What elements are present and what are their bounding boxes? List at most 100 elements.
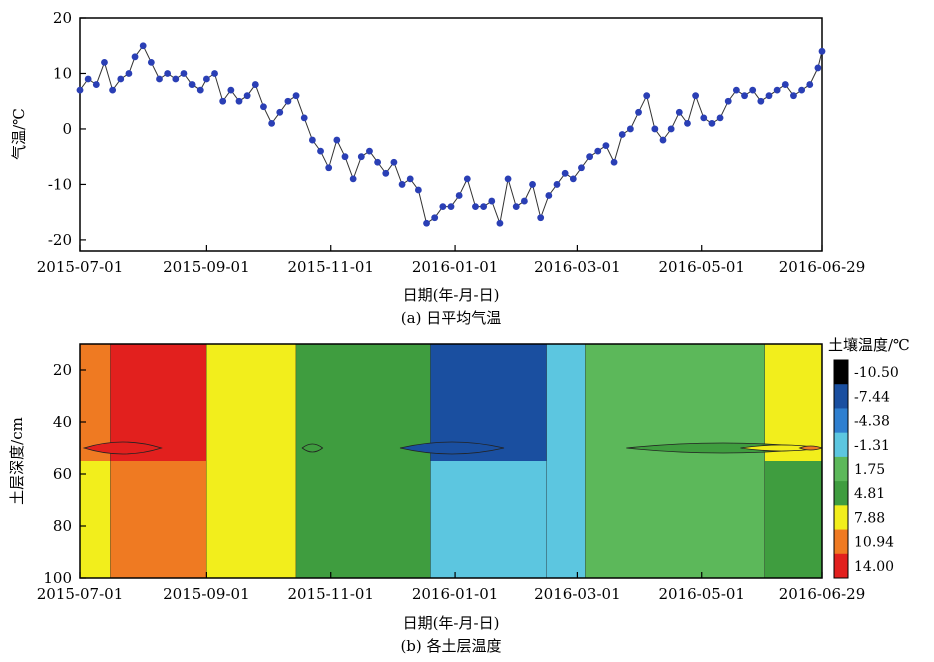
soil-temperature-contours xyxy=(80,344,822,578)
air-temperature-point xyxy=(488,197,496,205)
air-temperature-point xyxy=(732,86,740,94)
air-temperature-point xyxy=(101,58,108,66)
air-temperature-point xyxy=(684,120,691,127)
air-temperature-point xyxy=(276,108,284,116)
air-temperature-point xyxy=(84,75,92,83)
air-temperature-point xyxy=(463,175,471,183)
colorbar-swatch xyxy=(834,481,848,506)
air-temperature-point xyxy=(125,70,133,77)
air-temperature-point xyxy=(700,114,708,122)
colorbar-label: 1.75 xyxy=(854,462,885,478)
air-temperature-point xyxy=(626,125,634,133)
air-temperature-point xyxy=(109,86,117,94)
contour-region xyxy=(585,461,766,578)
air-temperature-point xyxy=(251,81,259,88)
air-temperature-point xyxy=(480,203,488,211)
air-temperature-point xyxy=(586,153,594,161)
y-tick-label-b: 80 xyxy=(53,517,72,535)
colorbar-swatch xyxy=(834,360,848,385)
air-temperature-point xyxy=(188,81,196,88)
x-tick-label-b: 2016-03-01 xyxy=(534,585,620,603)
air-temperature-point xyxy=(537,214,545,222)
air-temperature-point xyxy=(235,97,243,105)
air-temperature-point xyxy=(602,142,610,149)
air-temperature-point xyxy=(196,86,204,94)
colorbar-label: 7.88 xyxy=(854,510,885,526)
contour-region xyxy=(585,344,766,461)
air-temperature-point xyxy=(92,81,100,88)
air-temperature-point xyxy=(374,158,382,166)
air-temperature-point xyxy=(496,219,504,227)
air-temperature-point xyxy=(520,197,528,205)
x-tick-label-b: 2016-01-01 xyxy=(412,585,498,603)
air-temperature-point xyxy=(333,136,341,144)
x-tick-label-a: 2015-09-01 xyxy=(163,258,249,276)
x-tick-label-b: 2015-09-01 xyxy=(163,585,249,603)
air-temperature-point xyxy=(284,97,292,105)
air-temperature-point xyxy=(268,120,276,127)
contour-region xyxy=(296,344,432,461)
air-temperature-line xyxy=(79,44,823,226)
x-tick-label-b: 2016-06-29 xyxy=(779,585,865,603)
air-temperature-point xyxy=(675,108,683,116)
air-temperature-point xyxy=(76,86,84,94)
x-tick-label-a: 2016-01-01 xyxy=(412,258,498,276)
contour-region xyxy=(430,461,548,578)
contour-region xyxy=(764,344,822,461)
contour-patch xyxy=(301,443,324,453)
air-temperature-point xyxy=(341,153,349,161)
colorbar-label: 10.94 xyxy=(854,535,894,551)
x-tick-label-a: 2016-05-01 xyxy=(658,258,744,276)
air-temperature-point xyxy=(292,92,300,100)
air-temperature-point xyxy=(529,181,536,188)
air-temperature-point xyxy=(569,175,577,183)
colorbar-label: 14.00 xyxy=(854,559,894,575)
air-temperature-point xyxy=(357,153,365,161)
y-axis-a: 20 10 0 -10 -20 xyxy=(48,9,86,249)
air-temperature-point xyxy=(398,181,406,188)
air-temperature-point xyxy=(243,92,251,100)
contour-region xyxy=(764,461,822,578)
air-temperature-point xyxy=(781,81,789,88)
air-temperature-point xyxy=(512,203,520,211)
air-temperature-point xyxy=(202,75,210,83)
air-temperature-point xyxy=(423,219,430,227)
air-temperature-point xyxy=(708,120,716,127)
air-temperature-points xyxy=(76,42,826,227)
air-temperature-point xyxy=(447,203,455,211)
x-tick-label-b: 2015-07-01 xyxy=(37,585,123,603)
contour-region xyxy=(430,344,548,461)
air-temperature-point xyxy=(366,147,373,155)
air-temperature-point xyxy=(504,175,512,183)
contour-patch xyxy=(399,441,505,455)
colorbar-swatch xyxy=(834,432,848,458)
x-tick-label-b: 2016-05-01 xyxy=(658,585,744,603)
air-temperature-point xyxy=(749,86,757,94)
air-temperature-point xyxy=(724,97,732,105)
soil-temperature-panel: 20 40 60 80 100 2015-07-01 2015-09-01 2015-11-… xyxy=(8,336,910,655)
colorbar-swatch xyxy=(834,529,848,555)
air-temperature-point xyxy=(651,125,659,133)
y-tick-label-b: 60 xyxy=(53,465,72,483)
air-temperature-point xyxy=(741,92,748,100)
colorbar-title: 土壤温度/℃ xyxy=(828,336,910,354)
air-temperature-point xyxy=(414,186,422,194)
contour-patch xyxy=(740,444,822,452)
air-temperature-point xyxy=(455,192,463,199)
air-temperature-point xyxy=(798,86,806,94)
x-tick-label-a: 2016-06-29 xyxy=(779,258,865,276)
air-temperature-point xyxy=(219,97,227,105)
contour-region xyxy=(546,344,587,461)
x-tick-label-a: 2015-07-01 xyxy=(37,258,123,276)
y-axis-b: 20 40 60 80 100 xyxy=(43,361,86,587)
y-tick-label-a: -20 xyxy=(48,231,72,249)
contour-region xyxy=(206,461,297,578)
air-temperature-point xyxy=(406,175,414,183)
air-temperature-point xyxy=(260,103,267,111)
air-temperature-point xyxy=(382,169,390,177)
colorbar-label: 4.81 xyxy=(854,486,885,502)
air-temperature-point xyxy=(139,42,147,50)
air-temperature-point xyxy=(325,164,333,172)
air-temperature-point xyxy=(227,86,235,94)
air-temperature-point xyxy=(300,114,308,122)
